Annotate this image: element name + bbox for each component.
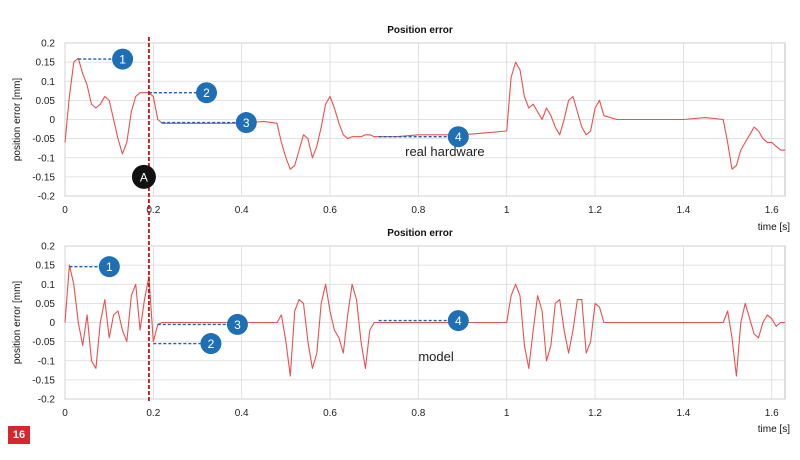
y-axis-label: position error [mm] (12, 281, 23, 365)
series-line-1 (64, 264, 785, 377)
x-tick-label: 0 (62, 408, 68, 419)
y-tick-label: 0.1 (41, 280, 55, 291)
x-tick-label: 0.2 (146, 408, 160, 419)
callout-marker-label: 1 (106, 260, 113, 274)
x-tick-label: 0.2 (146, 205, 160, 216)
chart-title: Position error (387, 228, 453, 239)
callout-marker-label: 1 (119, 53, 126, 67)
x-tick-label: 1.6 (765, 205, 779, 216)
chart-title: Position error (387, 25, 453, 36)
y-tick-label: 0.05 (36, 96, 56, 107)
chart-panel-2: 0.2 0.15 0.1 0.05 0 -0.05 -0.1 -0.15 -0.2 0 0.2 0.4… (12, 228, 790, 435)
y-tick-label: 0 (49, 115, 55, 126)
callout-marker-label: 4 (455, 314, 462, 328)
y-tick-label: -0.05 (32, 134, 55, 145)
x-tick-label: 0.8 (411, 205, 425, 216)
callout-marker-label: 2 (208, 337, 215, 351)
y-tick-label: -0.1 (38, 356, 56, 367)
y-tick-label: -0.05 (32, 337, 55, 348)
x-tick-label: 1.2 (588, 205, 602, 216)
x-tick-label: 0.6 (323, 408, 337, 419)
x-tick-label: 1.6 (765, 408, 779, 419)
figure-number-badge: 16 (8, 426, 30, 444)
x-tick-label: 1 (504, 408, 510, 419)
x-tick-label: 0.8 (411, 408, 425, 419)
x-tick-label: 1.4 (676, 408, 690, 419)
x-tick-label: 0.4 (235, 408, 249, 419)
callout-marker (98, 256, 120, 278)
panel-annotation: real hardware (405, 144, 485, 159)
y-axis-label: position error [mm] (12, 78, 23, 162)
y-tick-label: 0.05 (36, 299, 56, 310)
y-tick-label: -0.15 (32, 375, 55, 386)
panel-annotation: model (418, 349, 454, 364)
y-tick-label: -0.15 (32, 172, 55, 183)
y-tick-label: 0.1 (41, 77, 55, 88)
callout-marker-label: 4 (455, 130, 462, 144)
x-axis-label: time [s] (758, 424, 790, 435)
cursor-marker-label: A (140, 170, 148, 184)
y-tick-label: -0.2 (38, 395, 56, 406)
x-tick-label: 0.4 (235, 205, 249, 216)
callout-marker-label: 3 (234, 318, 241, 332)
x-tick-label: 1.2 (588, 408, 602, 419)
callout-marker (200, 333, 222, 355)
callout-marker (112, 48, 134, 70)
callout-marker (447, 126, 469, 148)
y-tick-label: 0 (49, 318, 55, 329)
cursor-marker (131, 164, 156, 189)
callout-marker-label: 3 (243, 116, 250, 130)
y-tick-label: 0.15 (36, 58, 56, 69)
y-tick-label: 0.15 (36, 261, 56, 272)
x-tick-label: 1 (504, 205, 510, 216)
callout-marker-label: 2 (203, 86, 210, 100)
y-tick-label: 0.2 (41, 242, 55, 253)
y-tick-label: 0.2 (41, 39, 55, 50)
x-tick-label: 1.4 (676, 205, 690, 216)
y-tick-label: -0.1 (38, 153, 56, 164)
callout-marker (226, 313, 248, 335)
x-axis-label: time [s] (758, 222, 790, 233)
callout-marker (235, 112, 257, 134)
chart-panel-1: 0.2 0.15 0.1 0.05 0 -0.05 -0.1 -0.15 -0.2 0 0.2 0.4… (12, 25, 790, 233)
callout-marker (196, 82, 218, 104)
y-tick-label: -0.2 (38, 192, 56, 203)
series-line-1 (64, 57, 785, 170)
callout-marker (447, 310, 469, 332)
x-tick-label: 0 (62, 205, 68, 216)
x-tick-label: 0.6 (323, 205, 337, 216)
